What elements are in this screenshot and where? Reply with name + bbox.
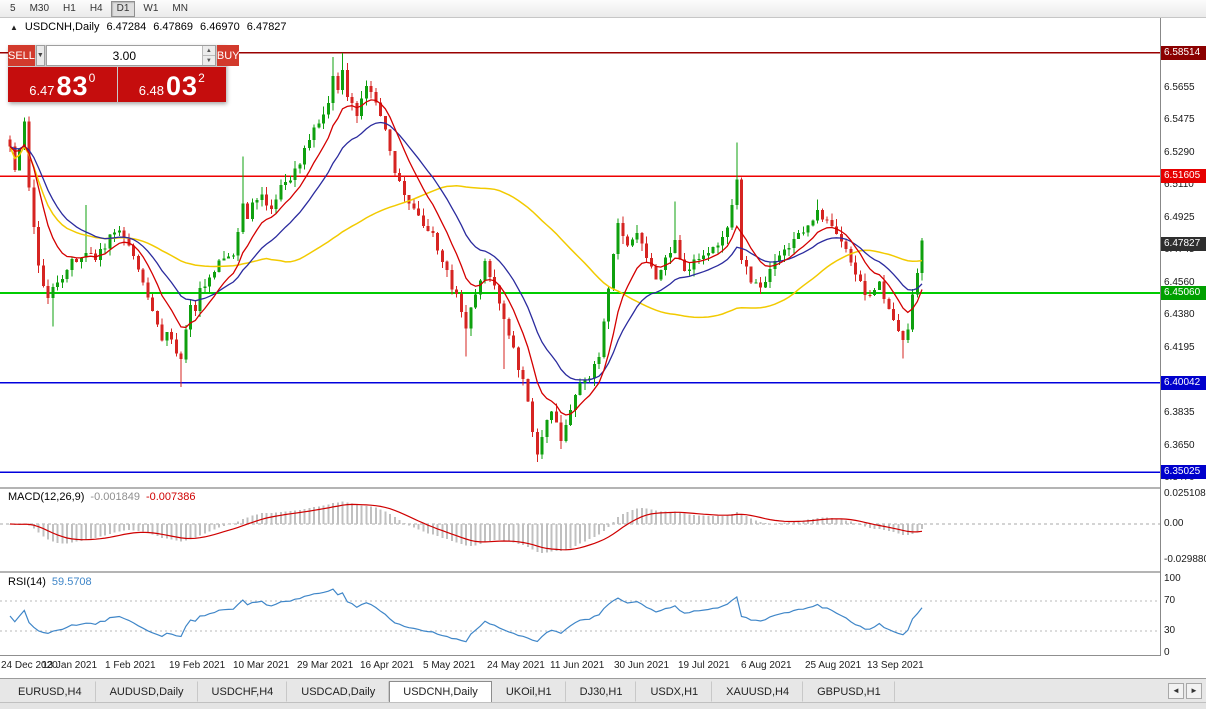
one-click-trade-panel: SELL ▼ ▲ ▼ BUY 6.47 83 0 <box>8 45 240 102</box>
sell-price-display[interactable]: 6.47 83 0 <box>8 67 117 102</box>
time-axis-label: 25 Aug 2021 <box>805 660 862 671</box>
macd-indicator-label: MACD(12,26,9) -0.001849 -0.007386 <box>8 491 196 503</box>
time-axis[interactable]: 24 Dec 2020 13 Jan 2021 1 Feb 2021 19 Feb 2… <box>0 656 1160 678</box>
time-axis-label: 24 Dec 2020 <box>1 660 58 671</box>
ohlc-high: 6.47869 <box>153 21 194 33</box>
price-badge: 6.40042 <box>1161 376 1206 390</box>
price-badge: 6.35025 <box>1161 465 1206 479</box>
time-axis-label: 6 Aug 2021 <box>741 660 792 671</box>
buy-price-display[interactable]: 6.48 03 2 <box>117 67 226 102</box>
tab-usdchf-h4[interactable]: USDCHF,H4 <box>198 681 288 702</box>
rsi-axis-tick: 100 <box>1164 573 1181 584</box>
chart-tab-bar: EURUSD,H4 AUDUSD,Daily USDCHF,H4 USDCAD,… <box>0 678 1206 702</box>
tab-ukoil-h1[interactable]: UKOil,H1 <box>492 681 566 702</box>
price-axis[interactable]: 6.56556.54756.52906.51106.49256.47456.45… <box>1160 18 1206 658</box>
price-axis-tick: 6.5290 <box>1164 147 1195 158</box>
tab-usdcad-daily[interactable]: USDCAD,Daily <box>287 681 390 702</box>
chart-canvas[interactable] <box>0 18 1160 656</box>
volume-decrease-button[interactable]: ▼ <box>202 56 215 65</box>
macd-axis-tick: 0.00 <box>1164 518 1184 529</box>
buy-price-sup: 2 <box>198 71 205 85</box>
time-axis-label: 29 Mar 2021 <box>297 660 354 671</box>
tab-dj30-h1[interactable]: DJ30,H1 <box>566 681 637 702</box>
tab-audusd-daily[interactable]: AUDUSD,Daily <box>96 681 198 702</box>
time-axis-label: 13 Sep 2021 <box>867 660 924 671</box>
tab-usdcnh-daily[interactable]: USDCNH,Daily <box>389 681 492 702</box>
price-badge: 6.47827 <box>1161 237 1206 251</box>
time-axis-label: 11 Jun 2021 <box>550 660 605 671</box>
rsi-axis-tick: 0 <box>1164 647 1170 658</box>
sell-price-big: 83 <box>56 71 89 101</box>
tab-gbpusd-h1[interactable]: GBPUSD,H1 <box>803 681 895 702</box>
tf-button-m30[interactable]: M30 <box>24 1 55 17</box>
rsi-indicator-label: RSI(14) 59.5708 <box>8 576 92 588</box>
one-click-toggle-icon[interactable]: ▲ <box>10 22 18 32</box>
time-axis-label: 1 Feb 2021 <box>105 660 156 671</box>
time-axis-label: 5 May 2021 <box>423 660 476 671</box>
rsi-axis-tick: 30 <box>1164 625 1176 636</box>
time-axis-label: 24 May 2021 <box>487 660 545 671</box>
price-axis-tick: 6.4380 <box>1164 309 1195 320</box>
chart-region[interactable]: ▲ USDCNH,Daily 6.47284 6.47869 6.46970 6… <box>0 18 1206 678</box>
price-axis-tick: 6.5110 <box>1164 179 1194 190</box>
tf-button-mn[interactable]: MN <box>166 1 194 17</box>
macd-axis-tick: -0.029880 <box>1164 554 1206 565</box>
rsi-value: 59.5708 <box>51 576 92 588</box>
time-axis-label: 13 Jan 2021 <box>42 660 98 671</box>
tab-usdx-h1[interactable]: USDX,H1 <box>636 681 713 702</box>
macd-signal-value: -0.007386 <box>145 491 196 503</box>
price-axis-tick: 6.3835 <box>1164 407 1195 418</box>
price-badge: 6.58514 <box>1161 46 1206 60</box>
price-axis-tick: 6.5655 <box>1164 82 1195 93</box>
time-axis-label: 19 Jul 2021 <box>678 660 730 671</box>
ohlc-close: 6.47827 <box>246 21 287 33</box>
volume-dropdown-button[interactable]: ▼ <box>35 45 45 66</box>
tab-xauusd-h4[interactable]: XAUUSD,H4 <box>712 681 804 702</box>
chart-ohlc-header: ▲ USDCNH,Daily 6.47284 6.47869 6.46970 6… <box>10 21 287 33</box>
tf-button-w1[interactable]: W1 <box>137 1 164 17</box>
price-axis-tick: 6.4560 <box>1164 277 1195 288</box>
tabs-scroll-controls: ◄ ► <box>1168 681 1202 702</box>
timeframe-toolbar: 5 M30 H1 H4 D1 W1 MN <box>0 0 1206 18</box>
tabs-scroll-right-button[interactable]: ► <box>1186 682 1202 699</box>
macd-axis-tick: 0.025108 <box>1164 488 1206 499</box>
time-axis-label: 19 Feb 2021 <box>169 660 226 671</box>
sell-price-prefix: 6.47 <box>29 83 55 98</box>
tab-eurusd-h4[interactable]: EURUSD,H4 <box>4 681 96 702</box>
sell-button[interactable]: SELL <box>8 45 35 66</box>
time-axis-label: 16 Apr 2021 <box>360 660 414 671</box>
buy-price-prefix: 6.48 <box>138 83 165 98</box>
tabs-scroll-left-button[interactable]: ◄ <box>1168 682 1184 699</box>
tf-button-d1[interactable]: D1 <box>110 0 136 17</box>
price-badge: 6.51605 <box>1161 169 1206 183</box>
tf-button-m5[interactable]: 5 <box>4 1 22 17</box>
macd-main-value: -0.001849 <box>90 491 140 503</box>
buy-price-big: 03 <box>166 71 199 101</box>
sell-price-sup: 0 <box>88 71 96 85</box>
buy-button[interactable]: BUY <box>216 45 240 66</box>
price-axis-tick: 6.4195 <box>1164 342 1195 353</box>
tf-button-h4[interactable]: H4 <box>84 1 109 17</box>
ohlc-low: 6.46970 <box>200 21 240 33</box>
price-axis-tick: 6.3650 <box>1164 440 1195 451</box>
price-axis-tick: 6.5475 <box>1164 114 1195 125</box>
tf-button-h1[interactable]: H1 <box>57 1 82 17</box>
volume-input[interactable] <box>46 46 202 65</box>
volume-increase-button[interactable]: ▲ <box>202 46 215 56</box>
time-axis-label: 10 Mar 2021 <box>233 660 290 671</box>
status-strip <box>0 702 1206 709</box>
chevron-down-icon: ▼ <box>36 52 44 59</box>
chart-symbol-label: USDCNH,Daily <box>24 21 100 33</box>
macd-name: MACD(12,26,9) <box>8 491 85 503</box>
time-axis-label: 30 Jun 2021 <box>614 660 670 671</box>
rsi-axis-tick: 70 <box>1164 595 1176 606</box>
ohlc-open: 6.47284 <box>106 21 147 33</box>
price-badge: 6.45060 <box>1161 286 1206 300</box>
price-axis-tick: 6.4925 <box>1164 212 1195 223</box>
rsi-name: RSI(14) <box>8 576 46 588</box>
